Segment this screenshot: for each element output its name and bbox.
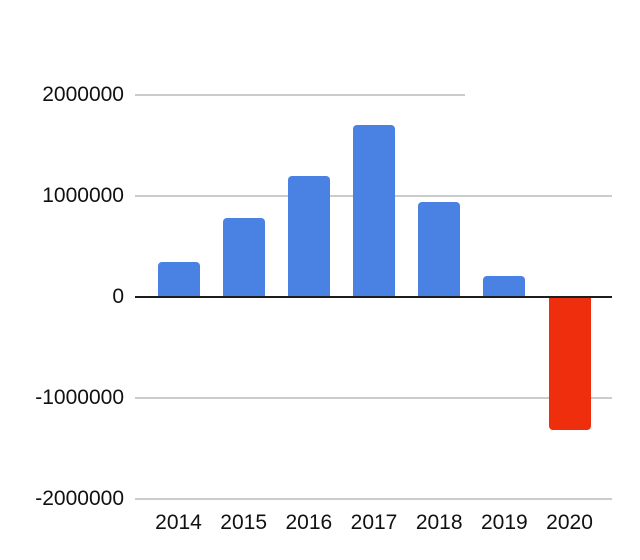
bar-2019[interactable] — [483, 275, 526, 297]
gridline — [135, 397, 612, 399]
zero-axis-line — [135, 295, 612, 299]
bar-2014[interactable] — [157, 261, 200, 297]
y-axis-tick-label: 0 — [112, 285, 124, 308]
y-axis-tick-label: 2000000 — [42, 83, 124, 106]
x-axis-label-2019: 2019 — [480, 511, 528, 534]
bar-2017[interactable] — [353, 125, 395, 297]
x-axis-label-2018: 2018 — [415, 511, 463, 534]
y-axis-tick-label: -2000000 — [35, 487, 124, 510]
bar-2020[interactable] — [548, 297, 591, 431]
x-axis-label-2016: 2016 — [285, 511, 333, 534]
bar-2016[interactable] — [287, 175, 330, 297]
bar-2015[interactable] — [222, 218, 265, 297]
bar-2018[interactable] — [418, 202, 461, 297]
y-axis-tick-label: -1000000 — [35, 386, 124, 409]
y-axis-tick-label: 1000000 — [42, 184, 124, 207]
x-axis-label-2020: 2020 — [546, 511, 593, 534]
x-axis-label-2017: 2017 — [350, 511, 398, 534]
gridline — [135, 498, 612, 500]
x-axis-label-2014: 2014 — [155, 511, 202, 534]
gridline — [135, 94, 465, 96]
x-axis-label-2015: 2015 — [220, 511, 268, 534]
